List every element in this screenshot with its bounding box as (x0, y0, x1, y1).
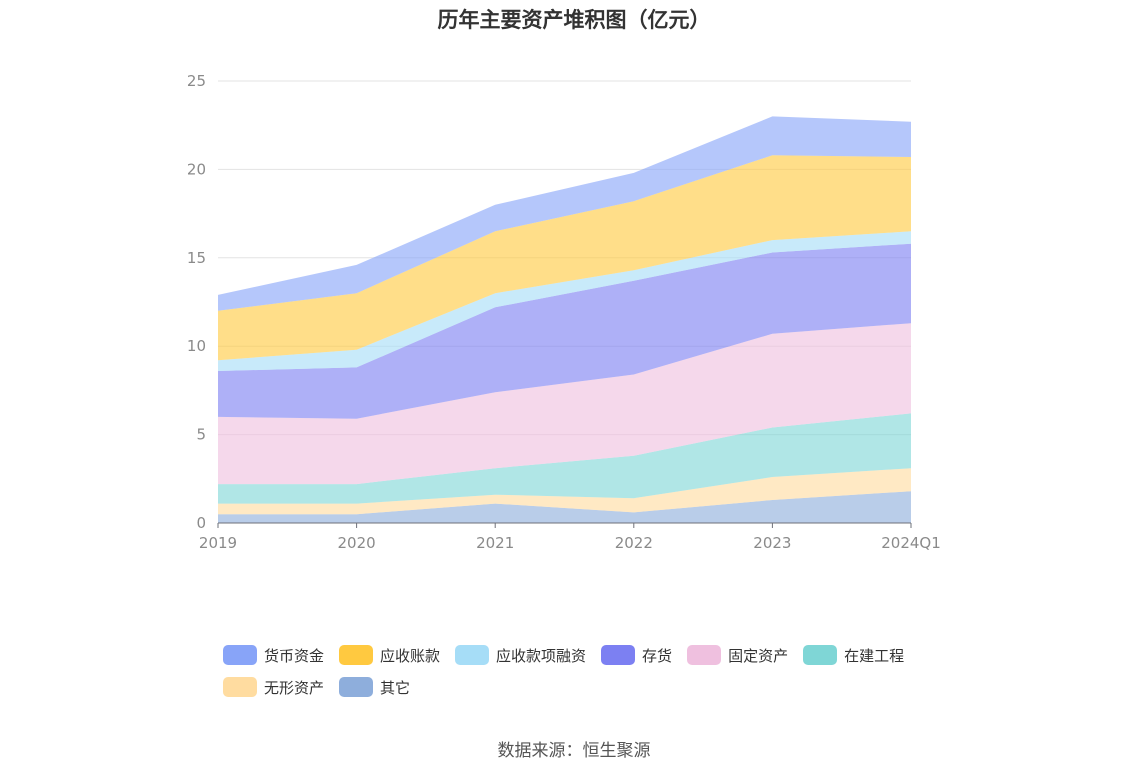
area-series-4 (218, 243, 911, 419)
legend-item[interactable]: 无形资产 (223, 677, 324, 698)
legend-label: 存货 (642, 646, 673, 665)
legend-row: 货币资金 应收账款 应收款项融资 存货 固定资产 在建工程 (223, 639, 943, 671)
area-series-7 (218, 116, 911, 311)
area-series-0 (218, 491, 911, 523)
x-tick-label: 2022 (615, 534, 653, 552)
area-series-1 (218, 468, 911, 515)
area-series (218, 116, 911, 523)
stacked-area-chart: 0 5 10 15 20 25 2019 2020 2021 2022 2023 2024Q1 (187, 72, 941, 552)
legend-row: 无形资产 其它 (223, 671, 943, 703)
legend-item[interactable]: 在建工程 (803, 645, 904, 666)
legend-item[interactable]: 存货 (601, 645, 672, 666)
legend-label: 应收账款 (380, 646, 441, 665)
legend-swatch (223, 677, 257, 697)
legend-swatch (803, 645, 838, 665)
legend-label: 固定资产 (728, 646, 789, 665)
x-tick-label: 2024Q1 (881, 534, 941, 552)
y-tick-label: 15 (187, 249, 206, 267)
area-series-2 (218, 413, 911, 504)
legend-label: 应收款项融资 (496, 646, 587, 665)
legend-swatch (601, 645, 636, 665)
x-tick-label: 2021 (476, 534, 514, 552)
legend-item[interactable]: 其它 (339, 677, 410, 698)
source-note: 数据来源：恒生聚源 (497, 741, 651, 761)
legend-item[interactable]: 固定资产 (687, 645, 788, 666)
x-tick-label: 2020 (338, 534, 376, 552)
y-tick-label: 5 (196, 426, 206, 444)
area-series-5 (218, 231, 911, 371)
y-tick-label: 20 (187, 160, 206, 178)
legend-item[interactable]: 应收账款 (339, 645, 440, 666)
chart-title: 历年主要资产堆积图（亿元） (437, 8, 711, 32)
legend-item[interactable]: 应收款项融资 (455, 645, 586, 666)
area-series-6 (218, 155, 911, 361)
legend-swatch (455, 645, 490, 665)
area-series-3 (218, 323, 911, 485)
y-tick-label: 25 (187, 72, 206, 90)
x-tick-label: 2019 (199, 534, 237, 552)
legend-item[interactable]: 货币资金 (223, 645, 324, 666)
legend-swatch (339, 677, 374, 697)
legend-label: 其它 (380, 678, 411, 697)
legend-swatch (339, 645, 374, 665)
legend-label: 货币资金 (264, 646, 325, 665)
x-tick-label: 2023 (753, 534, 791, 552)
legend: 货币资金 应收账款 应收款项融资 存货 固定资产 在建工程无形资产 其它 (223, 639, 943, 703)
legend-label: 无形资产 (264, 678, 325, 697)
legend-swatch (687, 645, 722, 665)
legend-label: 在建工程 (844, 646, 905, 665)
legend-swatch (223, 645, 257, 665)
y-tick-label: 0 (196, 514, 206, 532)
axes: 0 5 10 15 20 25 2019 2020 2021 2022 2023 2024Q1 (187, 72, 941, 552)
y-tick-label: 10 (187, 337, 206, 355)
